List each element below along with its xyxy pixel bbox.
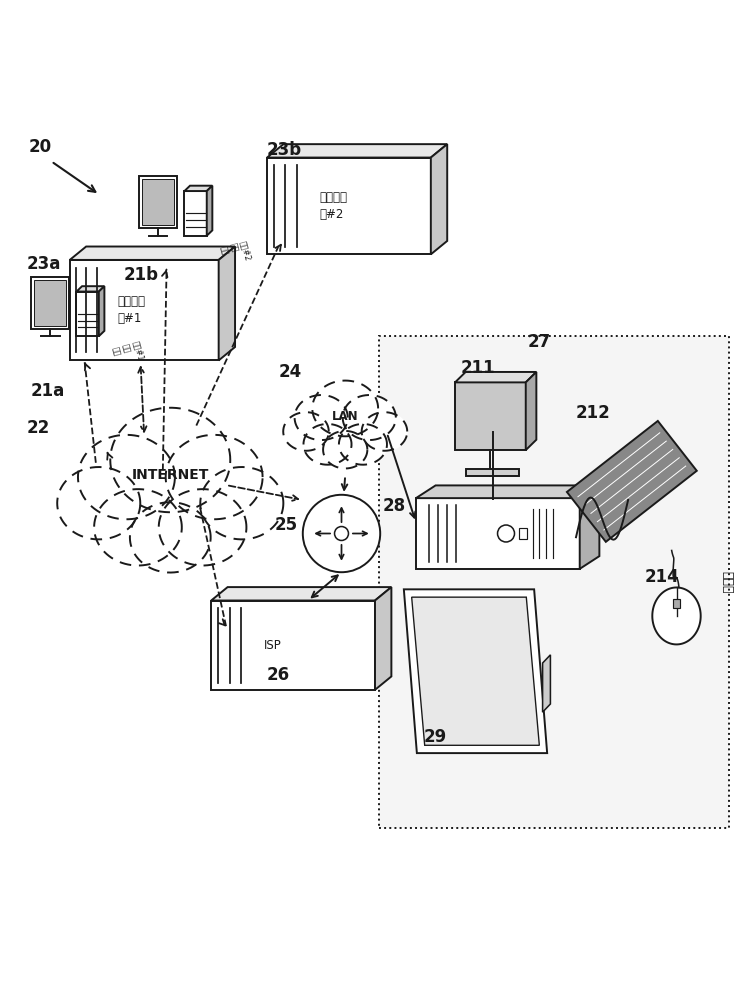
Polygon shape [219, 247, 235, 360]
Polygon shape [412, 597, 539, 745]
Polygon shape [455, 382, 526, 450]
Text: 工作站: 工作站 [720, 571, 733, 593]
Polygon shape [430, 144, 447, 254]
Polygon shape [567, 421, 697, 542]
Text: 数据服务
器#2: 数据服务 器#2 [320, 191, 347, 221]
Text: 25: 25 [274, 516, 298, 534]
Polygon shape [142, 179, 174, 225]
Polygon shape [207, 186, 212, 236]
Circle shape [334, 527, 349, 540]
Polygon shape [455, 372, 536, 382]
Polygon shape [375, 587, 392, 690]
Text: 客户#2
电脑
设备: 客户#2 电脑 设备 [219, 239, 253, 267]
Polygon shape [362, 412, 407, 451]
Polygon shape [466, 469, 519, 476]
Polygon shape [184, 191, 207, 236]
Text: 客户#1
电脑
设备: 客户#1 电脑 设备 [111, 340, 145, 367]
Text: 21b: 21b [124, 266, 158, 284]
Polygon shape [34, 280, 66, 326]
Polygon shape [312, 381, 378, 436]
Text: LAN: LAN [332, 410, 358, 423]
Polygon shape [200, 467, 284, 539]
Polygon shape [184, 186, 212, 191]
Text: 29: 29 [424, 728, 447, 746]
Polygon shape [323, 431, 368, 468]
Polygon shape [542, 655, 550, 712]
Text: 23b: 23b [267, 141, 302, 159]
Polygon shape [70, 260, 219, 360]
Polygon shape [379, 336, 728, 828]
Text: 27: 27 [527, 333, 550, 351]
Text: 22: 22 [26, 419, 50, 437]
Text: 211: 211 [460, 359, 495, 377]
Polygon shape [673, 599, 680, 608]
Text: ISP: ISP [264, 639, 281, 652]
Polygon shape [416, 485, 599, 498]
Polygon shape [416, 498, 580, 569]
Text: 26: 26 [267, 666, 290, 684]
Text: 数据服务
器#1: 数据服务 器#1 [118, 295, 146, 325]
Polygon shape [78, 435, 175, 519]
Polygon shape [57, 467, 140, 539]
Polygon shape [211, 587, 392, 600]
Polygon shape [130, 502, 211, 573]
Polygon shape [343, 395, 396, 440]
Polygon shape [526, 372, 536, 450]
Polygon shape [70, 247, 235, 260]
Polygon shape [110, 408, 230, 512]
Polygon shape [159, 489, 247, 566]
Polygon shape [284, 412, 328, 451]
Text: 24: 24 [278, 363, 302, 381]
Polygon shape [94, 489, 182, 566]
Polygon shape [580, 485, 599, 569]
Polygon shape [32, 277, 69, 329]
Text: 21a: 21a [31, 382, 65, 400]
Polygon shape [267, 158, 430, 254]
Text: INTERNET: INTERNET [131, 468, 209, 482]
Polygon shape [211, 600, 375, 690]
Polygon shape [295, 395, 348, 440]
Polygon shape [652, 587, 700, 644]
Text: 28: 28 [382, 497, 406, 515]
Polygon shape [166, 435, 262, 519]
Polygon shape [304, 424, 352, 465]
Polygon shape [76, 292, 99, 336]
Polygon shape [99, 286, 104, 336]
Text: 214: 214 [644, 568, 680, 586]
Polygon shape [76, 286, 104, 292]
Text: 23a: 23a [26, 255, 61, 273]
Polygon shape [267, 144, 447, 158]
Text: 212: 212 [576, 404, 610, 422]
Polygon shape [404, 589, 548, 753]
Text: 20: 20 [28, 138, 52, 156]
Circle shape [303, 495, 380, 572]
Polygon shape [140, 176, 177, 228]
Polygon shape [339, 424, 387, 465]
